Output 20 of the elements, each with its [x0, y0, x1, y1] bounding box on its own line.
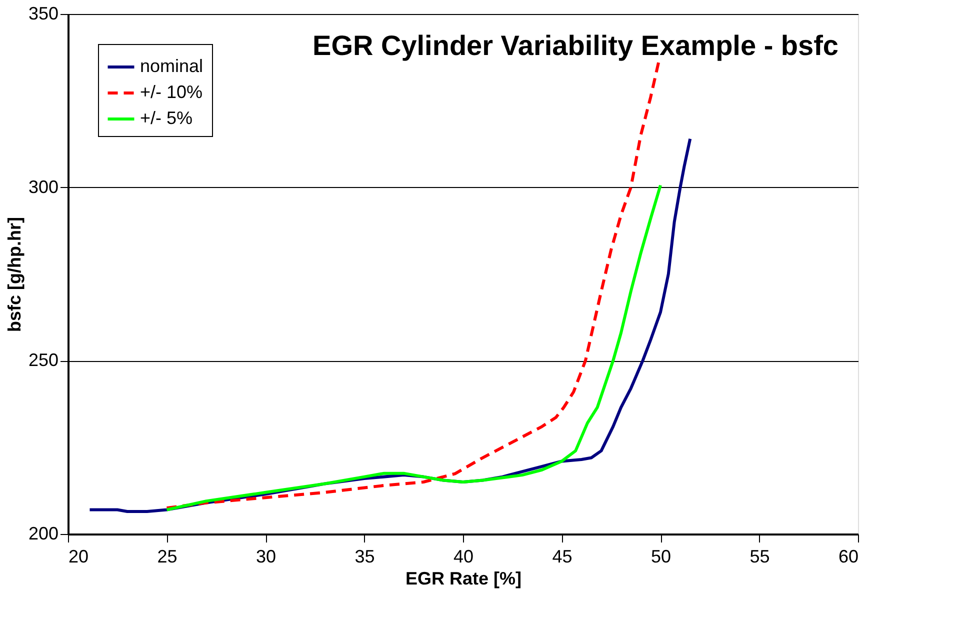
x-tick-label: 20	[68, 546, 89, 566]
y-axis-title: bsfc [g/hp.hr]	[4, 217, 24, 332]
y-tick-label: 250	[28, 350, 58, 370]
x-tick-label: 45	[552, 546, 572, 566]
line-series	[165, 184, 662, 512]
y-tick-label: 300	[28, 176, 58, 197]
y-tick-label: 350	[28, 4, 58, 24]
x-tick-label: 25	[157, 546, 178, 566]
legend-label: nominal	[140, 56, 204, 76]
x-tick-label: 30	[256, 546, 276, 566]
x-tick-label: 40	[453, 546, 474, 566]
legend-label: +/- 10%	[140, 82, 203, 102]
x-tick-label: 55	[750, 546, 770, 566]
x-tick-label: 60	[838, 546, 858, 566]
legend-label: +/- 5%	[140, 108, 193, 128]
x-axis-title: EGR Rate [%]	[405, 568, 522, 588]
text: EGR Cylinder Variability Example - bsfc	[312, 30, 838, 61]
y-tick-label: 200	[28, 524, 58, 544]
x-tick-label: 50	[650, 546, 672, 566]
x-tick-label: 35	[354, 546, 375, 566]
